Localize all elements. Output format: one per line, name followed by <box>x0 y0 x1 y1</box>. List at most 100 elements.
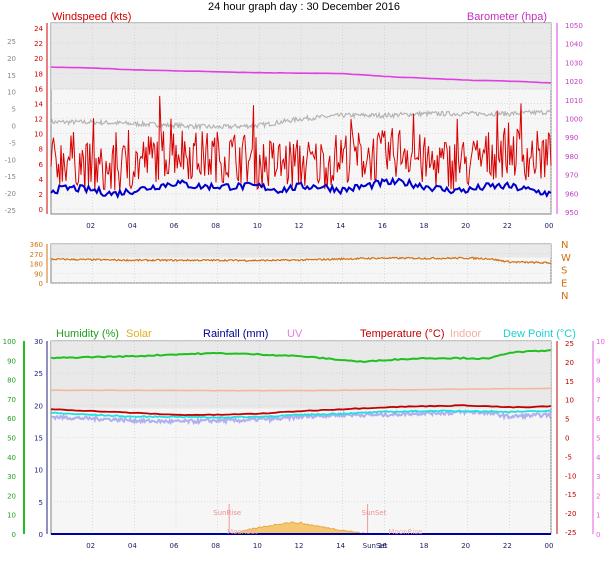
p2-right-tick: N <box>561 291 568 302</box>
p2-left-tick: 90 <box>34 270 43 278</box>
x-tick-label: 22 <box>503 222 512 230</box>
p3-right-tick: 25 <box>565 340 574 348</box>
p3-far-left-tick: 30 <box>7 473 16 481</box>
p3-right-tick: 15 <box>565 378 574 386</box>
p1-far-left-tick: 0 <box>12 123 16 131</box>
annotation-moonrise: MoonRise <box>389 528 423 536</box>
p3-far-right-tick: 0 <box>596 531 600 539</box>
p2-right-tick: E <box>561 278 567 289</box>
p3-far-left-tick: 70 <box>7 396 16 404</box>
p3-right-tick: -10 <box>565 472 576 480</box>
p3-far-right-tick: 4 <box>596 454 601 462</box>
p3-far-right-tick: 5 <box>596 435 600 443</box>
p1-far-left-tick: -20 <box>5 190 16 198</box>
p3-series-dewpoint <box>50 409 552 419</box>
p3-right-tick: -15 <box>565 491 576 499</box>
p3-left-tick: 10 <box>34 467 43 475</box>
p1-right-tick: 1020 <box>565 78 583 86</box>
x-tick-label: 12 <box>295 222 304 230</box>
p3-far-left-tick: 20 <box>7 492 16 500</box>
p3-far-left-tick: 40 <box>7 454 16 462</box>
p1-left-tick: 4 <box>39 176 44 184</box>
x-tick-label: 18 <box>420 542 429 550</box>
p2-left-tick: 270 <box>30 251 43 259</box>
p1-right-label: Barometer (hpa) <box>467 11 547 23</box>
x-tick-label: 12 <box>295 542 304 550</box>
x-tick-label: 16 <box>378 222 387 230</box>
p3-right-tick: -5 <box>565 453 572 461</box>
p1-far-left-tick: -10 <box>5 156 16 164</box>
p2-series-direction <box>51 256 552 265</box>
x-tick-label: 08 <box>211 222 220 230</box>
x-tick-label: 14 <box>336 222 345 230</box>
p3-far-right-tick: 6 <box>596 415 601 423</box>
p3-far-right-tick: 7 <box>596 396 600 404</box>
p3-right-tick: 10 <box>565 397 574 405</box>
x-tick-label: 04 <box>128 542 137 550</box>
p1-far-left-tick: -25 <box>5 207 16 215</box>
p2-right-tick: N <box>561 240 568 251</box>
x-tick-label: 02 <box>86 542 95 550</box>
p3-far-right-tick: 2 <box>596 492 600 500</box>
annotation-sunrise: SunRise <box>213 509 241 517</box>
p3-left-tick: 30 <box>34 338 43 346</box>
p3-right-tick: -20 <box>565 510 576 518</box>
p1-right-tick: 960 <box>565 190 578 198</box>
x-tick-label: 20 <box>461 542 470 550</box>
x-tick-label: 02 <box>86 222 95 230</box>
p1-far-left-tick: 25 <box>7 38 16 46</box>
x-tick-label: 20 <box>461 222 470 230</box>
x-tick-label: 06 <box>170 542 179 550</box>
p3-series-indoor <box>50 387 551 392</box>
p2-left-tick: 360 <box>30 241 43 249</box>
p1-left-tick: 12 <box>34 116 43 124</box>
x-tick-label: 00 <box>545 222 554 230</box>
legend-humidity: Humidity (%) <box>56 328 119 340</box>
p3-far-left-tick: 60 <box>7 415 16 423</box>
p1-left-tick: 18 <box>34 70 43 78</box>
p1-right-tick: 980 <box>565 153 578 161</box>
p3-left-tick: 25 <box>34 370 43 378</box>
p1-right-tick: 990 <box>565 134 578 142</box>
p1-series-barometer <box>50 66 552 84</box>
p1-far-left-tick: 5 <box>12 106 16 114</box>
p3-series-solar <box>227 521 368 535</box>
p1-series-gust <box>50 109 551 132</box>
x-tick-label: 04 <box>128 222 137 230</box>
p3-left-tick: 5 <box>39 499 43 507</box>
p1-far-left-tick: 15 <box>7 72 16 80</box>
x-tick-label: 10 <box>253 222 262 230</box>
p3-series-temperature <box>50 404 552 417</box>
legend-indoor: Indoor <box>450 328 482 340</box>
p1-left-tick: 22 <box>34 40 43 48</box>
p3-left-tick: 15 <box>34 435 43 443</box>
p1-right-tick: 1010 <box>565 97 583 105</box>
p3-far-left-tick: 0 <box>12 531 16 539</box>
chart-title: 24 hour graph day : 30 December 2016 <box>208 1 400 13</box>
p1-right-tick: 1050 <box>565 22 583 30</box>
p1-far-left-tick: -5 <box>9 139 16 147</box>
p3-right-tick: 5 <box>565 416 569 424</box>
p3-far-right-tick: 1 <box>596 512 600 520</box>
legend-dewpoint: Dew Point (°C) <box>503 328 576 340</box>
p3-far-left-tick: 50 <box>7 435 16 443</box>
p2-right-tick: W <box>561 253 571 264</box>
x-tick-label: 22 <box>503 542 512 550</box>
p3-far-right-tick: 10 <box>596 338 605 346</box>
p3-left-tick: 0 <box>39 531 43 539</box>
p2-left-tick: 0 <box>39 280 43 288</box>
p1-left-tick: 16 <box>34 85 43 93</box>
p1-right-tick: 1030 <box>565 59 583 67</box>
p1-left-tick: 2 <box>39 191 43 199</box>
p1-far-left-tick: -15 <box>5 173 16 181</box>
x-tick-label: 06 <box>170 222 179 230</box>
annotation-moonset: MoonSet <box>227 528 258 536</box>
x-tick-label: 08 <box>211 542 220 550</box>
legend-rainfall: Rainfall (mm) <box>203 328 268 340</box>
p2-right-tick: S <box>561 266 567 277</box>
p3-right-tick: 20 <box>565 359 574 367</box>
p1-far-left-tick: 10 <box>7 89 16 97</box>
x-tick-label: 14 <box>336 542 345 550</box>
p1-left-tick: 6 <box>39 161 44 169</box>
